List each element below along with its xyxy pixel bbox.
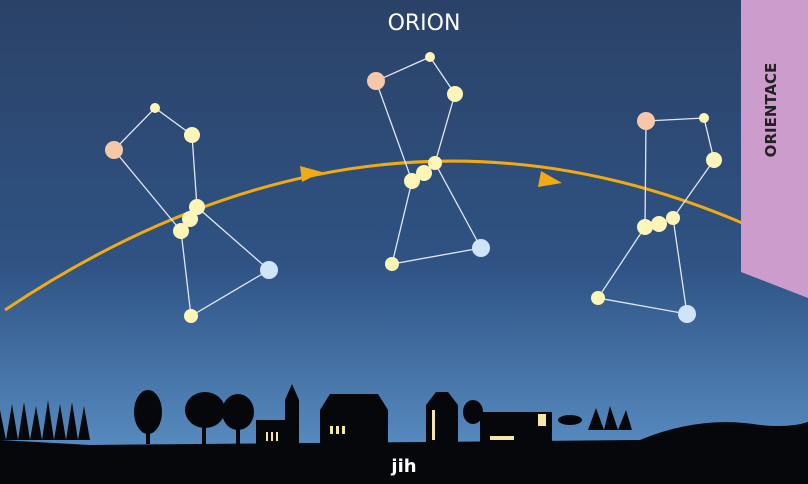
shape [320,394,388,445]
tab-label[interactable]: ORIENTACE [762,63,780,158]
star [173,223,189,239]
shape [330,426,333,434]
shape [336,426,339,434]
star [591,291,605,305]
direction-label: jih [390,456,416,477]
star [472,239,490,257]
star [150,103,160,113]
shape [490,436,514,440]
shape [426,392,458,445]
shape [236,420,240,444]
star [706,152,722,168]
star [651,216,667,232]
shape [276,432,278,441]
star [637,112,655,130]
star [385,257,399,271]
star [105,141,123,159]
shape [558,415,582,425]
shape [432,410,435,440]
star [184,127,200,143]
shape [342,426,345,434]
star [184,309,198,323]
star [447,86,463,102]
shape [271,432,273,441]
star [260,261,278,279]
shape [202,420,206,444]
star [404,173,420,189]
star [666,211,680,225]
page: {"title": "ORION", "tab": {"label": "ORI… [0,0,808,484]
title: ORION [388,11,461,36]
shape [266,432,268,441]
star [678,305,696,323]
star [699,113,709,123]
star [367,72,385,90]
shape [146,420,150,444]
shape [538,414,546,426]
scene: ORION [0,0,808,484]
star [425,52,435,62]
star [637,219,653,235]
